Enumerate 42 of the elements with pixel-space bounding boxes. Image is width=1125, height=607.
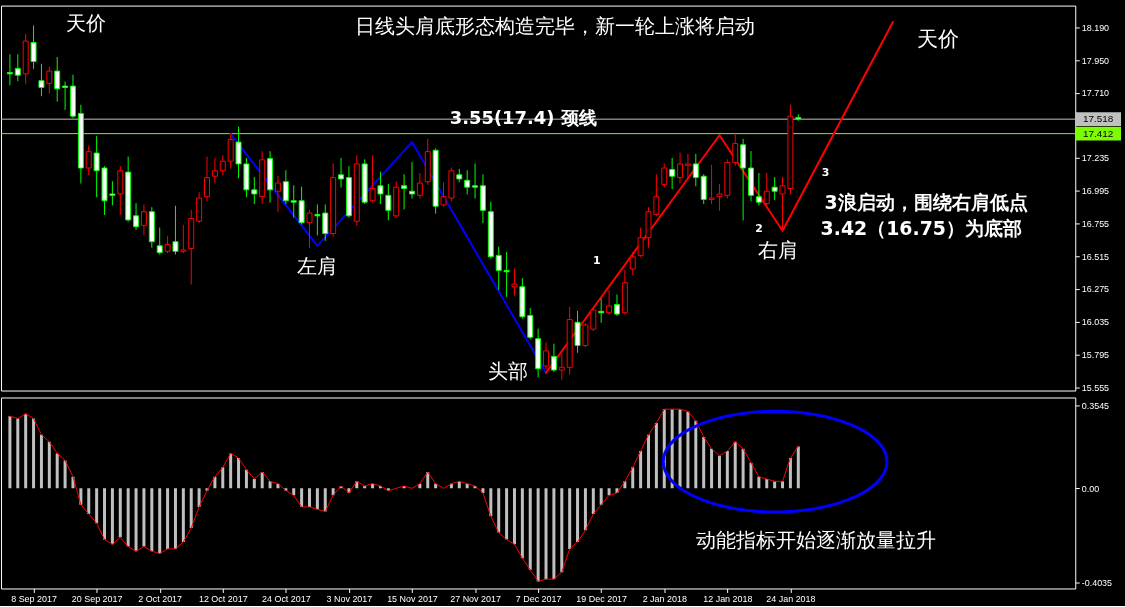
y-tick-label: 16.755 — [1081, 218, 1110, 229]
y-tick-label: 15.795 — [1081, 349, 1110, 360]
y-tick-label: 15.555 — [1081, 382, 1110, 393]
y-tick-label: 17.950 — [1081, 55, 1110, 66]
x-tick-label: 2 Oct 2017 — [138, 593, 183, 604]
y-tick-label: 17.235 — [1081, 153, 1110, 164]
y-tick-label: 0.3545 — [1081, 401, 1110, 412]
annotation: 3.55(17.4) 颈线 — [449, 106, 597, 128]
annotation: 3浪启动，围绕右肩低点 — [824, 190, 1028, 213]
ref-line-label: 17.412 — [1082, 127, 1114, 139]
x-tick-label: 3 Nov 2017 — [326, 593, 373, 604]
x-tick-label: 24 Oct 2017 — [261, 593, 311, 604]
annotation: 1 — [593, 254, 601, 268]
x-tick-label: 7 Dec 2017 — [515, 593, 562, 604]
x-tick-label: 20 Sep 2017 — [71, 593, 123, 604]
y-tick-label: 16.995 — [1081, 186, 1110, 197]
y-tick-label: -0.4035 — [1081, 577, 1113, 588]
x-tick-label: 27 Nov 2017 — [450, 593, 501, 604]
ref-line-label: 17.518 — [1082, 113, 1114, 125]
annotation: 右肩 — [757, 239, 798, 263]
x-tick-label: 12 Jan 2018 — [703, 593, 753, 604]
x-tick-label: 15 Nov 2017 — [387, 593, 438, 604]
x-tick-label: 19 Dec 2017 — [576, 593, 628, 604]
y-tick-label: 16.515 — [1081, 251, 1110, 262]
x-tick-label: 2 Jan 2018 — [642, 593, 687, 604]
annotation: 天价 — [917, 27, 959, 52]
annotation: 头部 — [488, 359, 529, 383]
y-tick-label: 16.275 — [1081, 284, 1110, 295]
annotation: 左肩 — [297, 255, 338, 279]
annotation: 天价 — [65, 12, 106, 36]
annotation: 3 — [821, 165, 830, 179]
annotation: 3.42（16.75）为底部 — [820, 217, 1022, 240]
x-tick-label: 8 Sep 2017 — [11, 593, 57, 604]
annotation: 2 — [755, 222, 763, 236]
y-tick-label: 16.035 — [1081, 317, 1110, 328]
annotation: 动能指标开始逐渐放量拉升 — [695, 528, 936, 552]
x-tick-label: 12 Oct 2017 — [198, 593, 248, 604]
text: 日线头肩底形态构造完毕，新一轮上涨将启动 — [355, 15, 756, 39]
y-tick-label: 18.190 — [1081, 22, 1110, 33]
y-tick-label: 0.00 — [1081, 483, 1100, 494]
x-tick-label: 24 Jan 2018 — [766, 593, 816, 604]
y-tick-label: 17.710 — [1081, 88, 1110, 99]
